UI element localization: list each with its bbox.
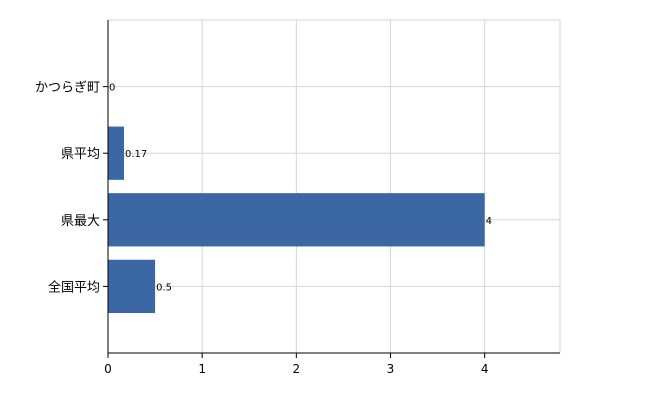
bars (108, 126, 485, 314)
x-tick-label: 4 (481, 362, 489, 376)
value-label: 4 (486, 216, 492, 227)
category-label: 全国平均 (48, 279, 100, 295)
bar (108, 259, 156, 314)
axes (103, 20, 560, 358)
labels: 0 1 2 3 4 かつらぎ町 0 県平均 0.17 県最大 4 全国平均 0.5 (35, 81, 492, 376)
category-label: かつらぎ町 (35, 81, 100, 96)
bar (108, 193, 485, 247)
bar (108, 126, 125, 180)
category-label: 県最大 (61, 214, 100, 229)
x-tick-label: 0 (104, 362, 112, 376)
x-tick-label: 2 (293, 362, 301, 376)
value-label: 0.5 (156, 282, 172, 293)
category-label: 県平均 (61, 147, 100, 162)
grid (108, 19, 561, 353)
x-tick-label: 1 (198, 362, 206, 376)
x-tick-label: 3 (387, 362, 395, 376)
value-label: 0.17 (125, 149, 147, 160)
value-label: 0 (109, 83, 115, 94)
